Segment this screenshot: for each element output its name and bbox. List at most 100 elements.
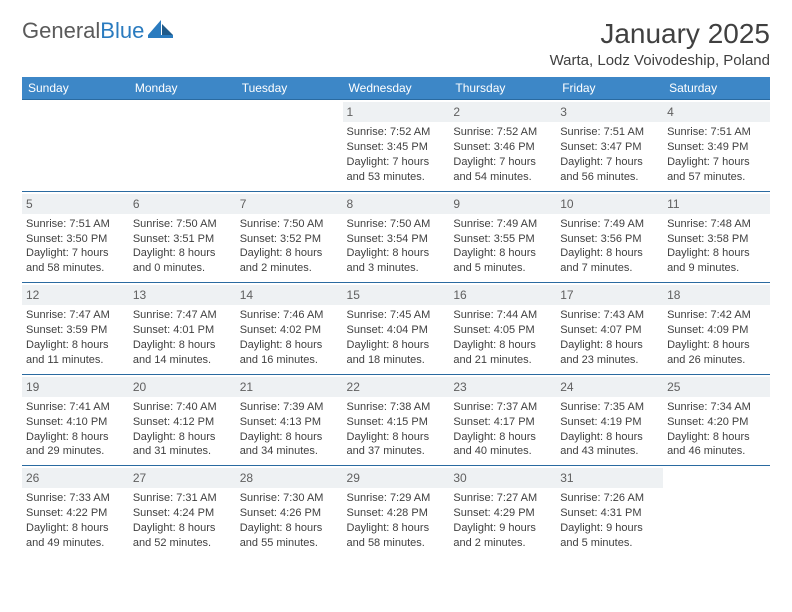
day-number: 31 (556, 468, 663, 488)
sunrise-line: Sunrise: 7:33 AM (26, 491, 125, 506)
sail-icon (148, 18, 174, 44)
day-number: 5 (22, 194, 129, 214)
sunrise-line: Sunrise: 7:26 AM (560, 491, 659, 506)
daylight-line-2: and 26 minutes. (667, 353, 766, 368)
daylight-line-2: and 23 minutes. (560, 353, 659, 368)
day-number: 6 (129, 194, 236, 214)
daylight-line-1: Daylight: 8 hours (667, 246, 766, 261)
sunrise-line: Sunrise: 7:52 AM (453, 125, 552, 140)
calendar-day-cell: 29Sunrise: 7:29 AMSunset: 4:28 PMDayligh… (343, 466, 450, 557)
sunrise-line: Sunrise: 7:30 AM (240, 491, 339, 506)
sunset-line: Sunset: 3:58 PM (667, 232, 766, 247)
calendar-day-cell: 10Sunrise: 7:49 AMSunset: 3:56 PMDayligh… (556, 191, 663, 283)
daylight-line-1: Daylight: 8 hours (240, 521, 339, 536)
day-number: 1 (343, 102, 450, 122)
daylight-line-2: and 46 minutes. (667, 444, 766, 459)
calendar-header-cell: Friday (556, 77, 663, 100)
sunset-line: Sunset: 4:15 PM (347, 415, 446, 430)
day-number: 27 (129, 468, 236, 488)
sunrise-line: Sunrise: 7:49 AM (560, 217, 659, 232)
daylight-line-1: Daylight: 8 hours (133, 338, 232, 353)
sunset-line: Sunset: 4:29 PM (453, 506, 552, 521)
sunrise-line: Sunrise: 7:46 AM (240, 308, 339, 323)
page-title: January 2025 (550, 18, 770, 50)
day-number: 20 (129, 377, 236, 397)
sunrise-line: Sunrise: 7:41 AM (26, 400, 125, 415)
daylight-line-2: and 54 minutes. (453, 170, 552, 185)
calendar-day-cell: 6Sunrise: 7:50 AMSunset: 3:51 PMDaylight… (129, 191, 236, 283)
day-number: 4 (663, 102, 770, 122)
sunrise-line: Sunrise: 7:34 AM (667, 400, 766, 415)
day-number: 2 (449, 102, 556, 122)
daylight-line-1: Daylight: 7 hours (453, 155, 552, 170)
sunset-line: Sunset: 4:17 PM (453, 415, 552, 430)
calendar-week-row: 5Sunrise: 7:51 AMSunset: 3:50 PMDaylight… (22, 191, 770, 283)
daylight-line-2: and 49 minutes. (26, 536, 125, 551)
calendar-day-cell: 19Sunrise: 7:41 AMSunset: 4:10 PMDayligh… (22, 374, 129, 466)
calendar-day-cell (22, 100, 129, 192)
sunset-line: Sunset: 3:59 PM (26, 323, 125, 338)
sunrise-line: Sunrise: 7:50 AM (347, 217, 446, 232)
day-number: 14 (236, 285, 343, 305)
calendar-day-cell: 5Sunrise: 7:51 AMSunset: 3:50 PMDaylight… (22, 191, 129, 283)
day-number: 29 (343, 468, 450, 488)
day-number: 8 (343, 194, 450, 214)
calendar-day-cell: 9Sunrise: 7:49 AMSunset: 3:55 PMDaylight… (449, 191, 556, 283)
sunset-line: Sunset: 4:19 PM (560, 415, 659, 430)
sunrise-line: Sunrise: 7:29 AM (347, 491, 446, 506)
daylight-line-2: and 2 minutes. (453, 536, 552, 551)
daylight-line-1: Daylight: 7 hours (26, 246, 125, 261)
sunset-line: Sunset: 4:02 PM (240, 323, 339, 338)
daylight-line-1: Daylight: 8 hours (347, 430, 446, 445)
sunrise-line: Sunrise: 7:31 AM (133, 491, 232, 506)
sunset-line: Sunset: 3:49 PM (667, 140, 766, 155)
calendar-day-cell: 7Sunrise: 7:50 AMSunset: 3:52 PMDaylight… (236, 191, 343, 283)
day-number: 13 (129, 285, 236, 305)
sunrise-line: Sunrise: 7:35 AM (560, 400, 659, 415)
calendar-day-cell: 26Sunrise: 7:33 AMSunset: 4:22 PMDayligh… (22, 466, 129, 557)
calendar-week-row: 12Sunrise: 7:47 AMSunset: 3:59 PMDayligh… (22, 283, 770, 375)
daylight-line-1: Daylight: 8 hours (133, 521, 232, 536)
calendar-day-cell: 3Sunrise: 7:51 AMSunset: 3:47 PMDaylight… (556, 100, 663, 192)
daylight-line-1: Daylight: 7 hours (560, 155, 659, 170)
calendar-day-cell: 4Sunrise: 7:51 AMSunset: 3:49 PMDaylight… (663, 100, 770, 192)
daylight-line-2: and 21 minutes. (453, 353, 552, 368)
sunrise-line: Sunrise: 7:42 AM (667, 308, 766, 323)
calendar-day-cell (129, 100, 236, 192)
calendar-day-cell: 12Sunrise: 7:47 AMSunset: 3:59 PMDayligh… (22, 283, 129, 375)
daylight-line-2: and 56 minutes. (560, 170, 659, 185)
daylight-line-2: and 2 minutes. (240, 261, 339, 276)
sunset-line: Sunset: 3:55 PM (453, 232, 552, 247)
daylight-line-2: and 3 minutes. (347, 261, 446, 276)
sunset-line: Sunset: 3:52 PM (240, 232, 339, 247)
sunrise-line: Sunrise: 7:52 AM (347, 125, 446, 140)
calendar-day-cell: 13Sunrise: 7:47 AMSunset: 4:01 PMDayligh… (129, 283, 236, 375)
calendar-day-cell (236, 100, 343, 192)
sunrise-line: Sunrise: 7:50 AM (240, 217, 339, 232)
calendar-header-cell: Wednesday (343, 77, 450, 100)
calendar-week-row: 19Sunrise: 7:41 AMSunset: 4:10 PMDayligh… (22, 374, 770, 466)
day-number: 16 (449, 285, 556, 305)
day-number: 28 (236, 468, 343, 488)
daylight-line-2: and 29 minutes. (26, 444, 125, 459)
calendar-day-cell: 1Sunrise: 7:52 AMSunset: 3:45 PMDaylight… (343, 100, 450, 192)
calendar-header-cell: Sunday (22, 77, 129, 100)
daylight-line-2: and 5 minutes. (560, 536, 659, 551)
sunrise-line: Sunrise: 7:51 AM (560, 125, 659, 140)
sunrise-line: Sunrise: 7:43 AM (560, 308, 659, 323)
daylight-line-1: Daylight: 9 hours (453, 521, 552, 536)
day-number: 7 (236, 194, 343, 214)
day-number: 10 (556, 194, 663, 214)
daylight-line-1: Daylight: 8 hours (560, 430, 659, 445)
sunset-line: Sunset: 4:10 PM (26, 415, 125, 430)
daylight-line-1: Daylight: 8 hours (667, 338, 766, 353)
header: GeneralBlue January 2025 Warta, Lodz Voi… (22, 18, 770, 69)
daylight-line-1: Daylight: 8 hours (26, 338, 125, 353)
day-number: 17 (556, 285, 663, 305)
calendar-day-cell: 16Sunrise: 7:44 AMSunset: 4:05 PMDayligh… (449, 283, 556, 375)
daylight-line-1: Daylight: 8 hours (347, 521, 446, 536)
sunset-line: Sunset: 3:46 PM (453, 140, 552, 155)
calendar-header-row: SundayMondayTuesdayWednesdayThursdayFrid… (22, 77, 770, 100)
calendar-day-cell (663, 466, 770, 557)
calendar-table: SundayMondayTuesdayWednesdayThursdayFrid… (22, 77, 770, 557)
